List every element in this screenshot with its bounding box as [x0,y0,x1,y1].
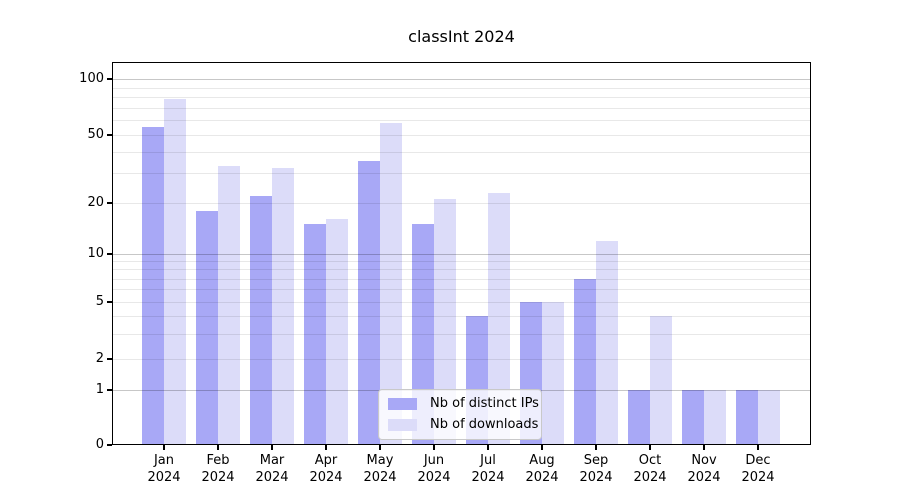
x-tick-label-jun: Jun 2024 [417,453,451,485]
y-tick-1 [107,389,112,391]
bar-downloads-may [380,123,402,445]
bar-downloads-jun [434,199,456,445]
bar-downloads-sep [596,240,618,445]
bar-downloads-jan [164,99,186,445]
x-tick-label-nov: Nov 2024 [687,453,721,485]
gridline-minor-60 [112,120,811,122]
x-tick-feb [217,445,219,450]
bar-downloads-feb [218,165,240,445]
gridline-minor-50 [112,135,811,136]
gridline-major-10 [112,254,811,255]
x-tick-jun [433,445,435,450]
y-tick-100 [107,78,112,80]
bar-distinct-ips-nov [682,390,704,445]
gridline-minor-4 [112,315,811,317]
y-tick-label-10: 10 [87,246,104,261]
x-tick-aug [541,445,543,450]
x-tick-sep [595,445,597,450]
chart-title: classInt 2024 [408,27,515,46]
x-tick-label-feb: Feb 2024 [201,453,235,485]
gridline-minor-20 [112,203,811,204]
x-tick-oct [649,445,651,450]
x-tick-nov [703,445,705,450]
legend: Nb of distinct IPs Nb of downloads [378,389,542,440]
bar-distinct-ips-mar [250,195,272,445]
y-tick-label-1: 1 [95,382,104,397]
x-tick-apr [325,445,327,450]
y-tick-label-0: 0 [95,437,104,452]
x-tick-label-aug: Aug 2024 [525,453,559,485]
y-tick-0 [107,444,112,446]
bar-downloads-jul [488,192,510,445]
bar-downloads-dec [758,390,780,445]
bar-downloads-nov [704,390,726,445]
gridline-minor-30 [112,172,811,174]
x-tick-label-apr: Apr 2024 [309,453,343,485]
gridline-minor-3 [112,333,811,335]
bar-distinct-ips-dec [736,390,758,445]
x-tick-dec [757,445,759,450]
x-tick-jul [487,445,489,450]
legend-item-distinct-ips: Nb of distinct IPs [388,396,539,412]
bar-distinct-ips-feb [196,210,218,445]
plot-area [112,62,811,445]
y-tick-10 [107,253,112,255]
x-tick-label-oct: Oct 2024 [633,453,667,485]
gridline-minor-7 [112,278,811,280]
bar-downloads-mar [272,168,294,445]
bar-distinct-ips-jan [142,127,164,445]
y-tick-label-5: 5 [95,294,104,309]
bar-downloads-apr [326,219,348,445]
bar-downloads-aug [542,302,564,445]
y-tick-20 [107,202,112,204]
y-tick-5 [107,301,112,303]
x-tick-label-jul: Jul 2024 [471,453,505,485]
y-tick-50 [107,134,112,136]
bar-distinct-ips-oct [628,390,650,445]
bar-downloads-oct [650,315,672,445]
gridline-minor-70 [112,107,811,109]
bar-distinct-ips-apr [304,224,326,445]
x-tick-label-jan: Jan 2024 [147,453,181,485]
gridline-minor-2 [112,359,811,360]
x-tick-label-may: May 2024 [363,453,397,485]
x-tick-may [379,445,381,450]
y-tick-label-20: 20 [87,195,104,210]
gridline-minor-80 [112,97,811,99]
y-tick-label-50: 50 [87,127,104,142]
x-tick-mar [271,445,273,450]
x-tick-jan [163,445,165,450]
y-tick-label-2: 2 [95,351,104,366]
gridline-minor-90 [112,87,811,89]
gridline-minor-6 [112,289,811,291]
x-tick-label-mar: Mar 2024 [255,453,289,485]
bar-distinct-ips-sep [574,278,596,445]
y-tick-2 [107,358,112,360]
legend-label-distinct-ips: Nb of distinct IPs [430,396,539,411]
gridline-minor-9 [112,261,811,263]
gridline-minor-5 [112,302,811,303]
gridline-minor-40 [112,151,811,153]
x-tick-label-sep: Sep 2024 [579,453,613,485]
legend-item-downloads: Nb of downloads [388,417,538,433]
bar-distinct-ips-may [358,161,380,445]
legend-swatch-distinct-ips [388,398,417,410]
legend-swatch-downloads [388,419,417,431]
legend-label-downloads: Nb of downloads [430,417,539,432]
gridline-minor-8 [112,269,811,271]
y-tick-label-100: 100 [79,71,104,86]
gridline-major-100 [112,79,811,80]
x-tick-label-dec: Dec 2024 [741,453,775,485]
